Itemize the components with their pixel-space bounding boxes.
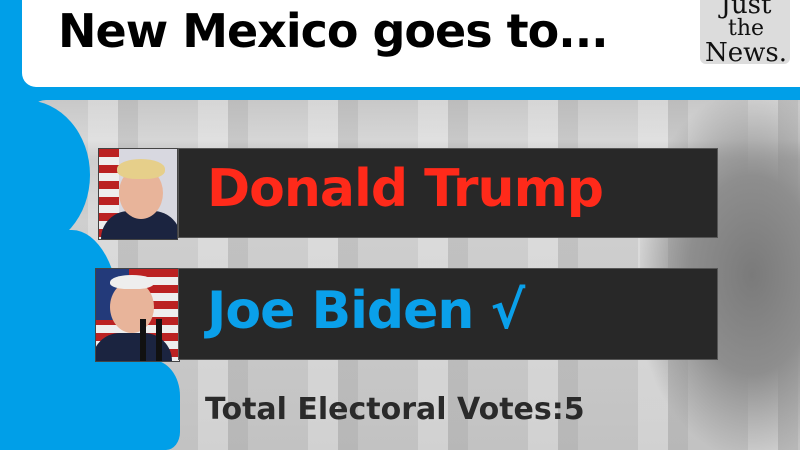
just-the-news-logo: Just the News.: [692, 0, 800, 80]
candidate-name-text: Joe Biden: [207, 281, 474, 341]
biden-portrait: [95, 268, 180, 362]
page-title: New Mexico goes to...: [58, 4, 609, 58]
hair-graphic: [110, 275, 154, 289]
face-graphic: [110, 281, 154, 333]
candidate-name: Joe Biden √: [207, 281, 526, 341]
total-value: 5: [563, 392, 585, 427]
microphone-icon: [156, 319, 162, 361]
candidate-bar-biden: Joe Biden √: [178, 268, 718, 360]
state-shape-edge: [110, 360, 180, 450]
logo-line-3: News.: [705, 38, 787, 68]
header-banner: New Mexico goes to...: [22, 0, 800, 87]
total-electoral-votes: Total Electoral Votes:5: [205, 392, 585, 427]
candidate-name: Donald Trump: [207, 159, 604, 219]
winner-check-icon: √: [490, 281, 526, 341]
trump-portrait: [98, 148, 178, 240]
total-label: Total Electoral Votes:: [205, 392, 564, 427]
candidate-bar-trump: Donald Trump: [178, 148, 718, 238]
capitol-dome-graphic: [700, 0, 790, 64]
logo-line-2: the: [727, 16, 765, 41]
microphone-icon: [140, 319, 146, 361]
logo-line-1: Just: [720, 0, 772, 20]
hair-graphic: [117, 159, 165, 179]
candidate-name-text: Donald Trump: [207, 159, 604, 219]
